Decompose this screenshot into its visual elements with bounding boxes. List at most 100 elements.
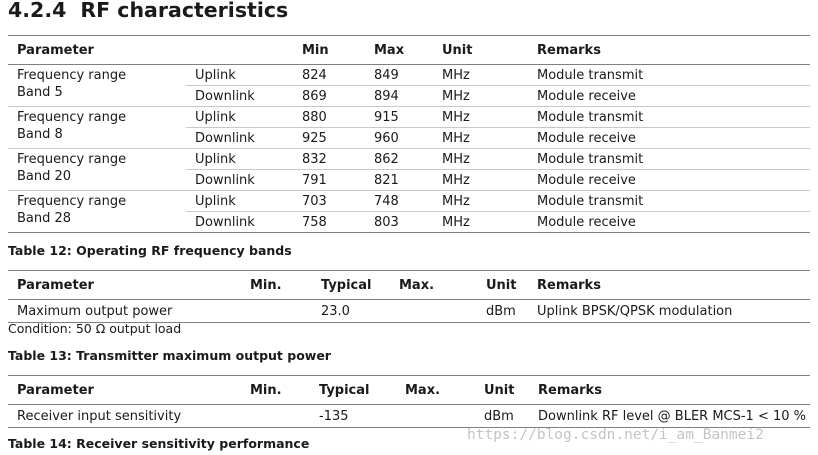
header-min: Min xyxy=(293,35,365,65)
unit-cell: MHz xyxy=(433,127,528,149)
direction-cell: Uplink xyxy=(186,106,293,128)
header-typical: Typical xyxy=(312,270,390,300)
min-cell: 832 xyxy=(293,148,365,170)
header-remarks: Remarks xyxy=(528,270,810,300)
band-parameter-cell: Frequency range Band 20 xyxy=(8,148,186,191)
remarks-cell: Uplink BPSK/QPSK modulation xyxy=(528,299,810,323)
band-parameter-cell: Frequency range Band 28 xyxy=(8,190,186,233)
direction-cell: Downlink xyxy=(186,85,293,107)
header-min: Min. xyxy=(241,270,312,300)
section-heading: 4.2.4 RF characteristics xyxy=(8,0,288,22)
table-row: Downlink 869 894 MHz Module receive xyxy=(8,85,810,107)
header-typical: Typical xyxy=(310,375,396,405)
header-parameter: Parameter xyxy=(8,375,241,405)
header-unit: Unit xyxy=(475,375,529,405)
header-parameter: Parameter xyxy=(8,270,241,300)
table-header-row: Parameter Min. Typical Max. Unit Remarks xyxy=(8,270,810,300)
typical-cell: -135 xyxy=(310,404,396,428)
min-cell: 758 xyxy=(293,211,365,233)
remarks-cell: Module receive xyxy=(528,211,810,233)
condition-note: Condition: 50 Ω output load xyxy=(8,321,182,336)
remarks-cell: Module transmit xyxy=(528,148,810,170)
header-remarks: Remarks xyxy=(529,375,810,405)
section-number: 4.2.4 xyxy=(8,0,67,22)
direction-cell: Uplink xyxy=(186,148,293,170)
rf-frequency-bands-table: Parameter Min Max Unit Remarks Frequency… xyxy=(8,35,810,233)
band-parameter-cell: Frequency range Band 5 xyxy=(8,65,186,107)
unit-cell: dBm xyxy=(475,404,529,428)
header-max: Max. xyxy=(396,375,475,405)
min-cell: 703 xyxy=(293,190,365,212)
max-cell: 821 xyxy=(365,169,433,191)
unit-cell: dBm xyxy=(477,299,528,323)
remarks-cell: Module transmit xyxy=(537,67,644,83)
table-row: Frequency range Band 8 Uplink 880 915 MH… xyxy=(8,106,810,149)
remarks-cell: Module transmit xyxy=(528,106,810,128)
header-direction xyxy=(186,35,293,65)
header-min: Min. xyxy=(241,375,310,405)
remarks-cell: Module receive xyxy=(528,169,810,191)
direction-cell: Uplink xyxy=(186,190,293,212)
max-cell: 849 xyxy=(374,67,399,83)
unit-cell: MHz xyxy=(433,169,528,191)
param-line2: Band 20 xyxy=(17,169,72,184)
remarks-cell: Module transmit xyxy=(528,190,810,212)
header-unit: Unit xyxy=(477,270,528,300)
typical-cell: 23.0 xyxy=(312,299,390,323)
min-cell: 869 xyxy=(293,85,365,107)
table-row: Frequency range Band 20 Uplink 832 862 M… xyxy=(8,148,810,191)
receiver-sensitivity-table: Parameter Min. Typical Max. Unit Remarks… xyxy=(8,375,810,428)
remarks-cell: Downlink RF level @ BLER MCS-1 < 10 % xyxy=(529,404,810,428)
table-row: Frequency range Band 28 Uplink 703 748 M… xyxy=(8,190,810,233)
max-cell xyxy=(396,404,475,428)
max-cell: 803 xyxy=(365,211,433,233)
watermark-text: https://blog.csdn.net/i_am_Banmei2 xyxy=(467,427,764,443)
direction-cell: Downlink xyxy=(186,127,293,149)
remarks-cell: Module receive xyxy=(528,85,810,107)
table-row: Downlink 925 960 MHz Module receive xyxy=(8,127,810,149)
table-header-row: Parameter Min Max Unit Remarks xyxy=(8,35,810,65)
param-line2: Band 8 xyxy=(17,127,63,142)
max-cell: 894 xyxy=(365,85,433,107)
max-cell: 862 xyxy=(365,148,433,170)
table-row: Frequency range Band 5 Uplink 824 849 MH… xyxy=(8,65,810,101)
min-cell: 880 xyxy=(293,106,365,128)
table-row: Receiver input sensitivity -135 dBm Down… xyxy=(8,404,810,428)
table-14-caption: Table 14: Receiver sensitivity performan… xyxy=(8,436,310,451)
max-cell: 960 xyxy=(365,127,433,149)
param-line2: Band 28 xyxy=(17,211,72,226)
param-line1: Frequency range xyxy=(17,152,127,167)
max-cell: 748 xyxy=(365,190,433,212)
param-line1: Frequency range xyxy=(17,110,127,125)
transmitter-output-power-table: Parameter Min. Typical Max. Unit Remarks… xyxy=(8,270,810,323)
min-cell: 791 xyxy=(293,169,365,191)
table-row: Downlink 758 803 MHz Module receive xyxy=(8,211,810,233)
header-max: Max. xyxy=(390,270,477,300)
min-cell xyxy=(241,299,312,323)
remarks-cell: Module receive xyxy=(528,127,810,149)
min-cell: 925 xyxy=(293,127,365,149)
header-remarks: Remarks xyxy=(528,35,810,65)
header-unit: Unit xyxy=(433,35,528,65)
direction-cell: Uplink xyxy=(195,67,236,83)
header-parameter: Parameter xyxy=(8,35,186,65)
unit-cell: MHz xyxy=(433,190,528,212)
param-line1: Frequency range xyxy=(17,194,127,209)
table-row: Maximum output power 23.0 dBm Uplink BPS… xyxy=(8,299,810,323)
band-parameter-cell: Frequency range Band 8 xyxy=(8,106,186,149)
unit-cell: MHz xyxy=(433,85,528,107)
table-row: Downlink 791 821 MHz Module receive xyxy=(8,169,810,191)
unit-cell: MHz xyxy=(433,148,528,170)
parameter-cell: Maximum output power xyxy=(8,299,241,323)
param-line1: Frequency range xyxy=(17,68,127,83)
max-cell: 915 xyxy=(365,106,433,128)
unit-cell: MHz xyxy=(433,106,528,128)
header-max: Max xyxy=(365,35,433,65)
unit-cell: MHz xyxy=(433,211,528,233)
direction-cell: Downlink xyxy=(186,211,293,233)
max-cell xyxy=(390,299,477,323)
table-header-row: Parameter Min. Typical Max. Unit Remarks xyxy=(8,375,810,405)
unit-cell: MHz xyxy=(442,67,470,83)
section-title: RF characteristics xyxy=(80,0,289,22)
direction-cell: Downlink xyxy=(186,169,293,191)
